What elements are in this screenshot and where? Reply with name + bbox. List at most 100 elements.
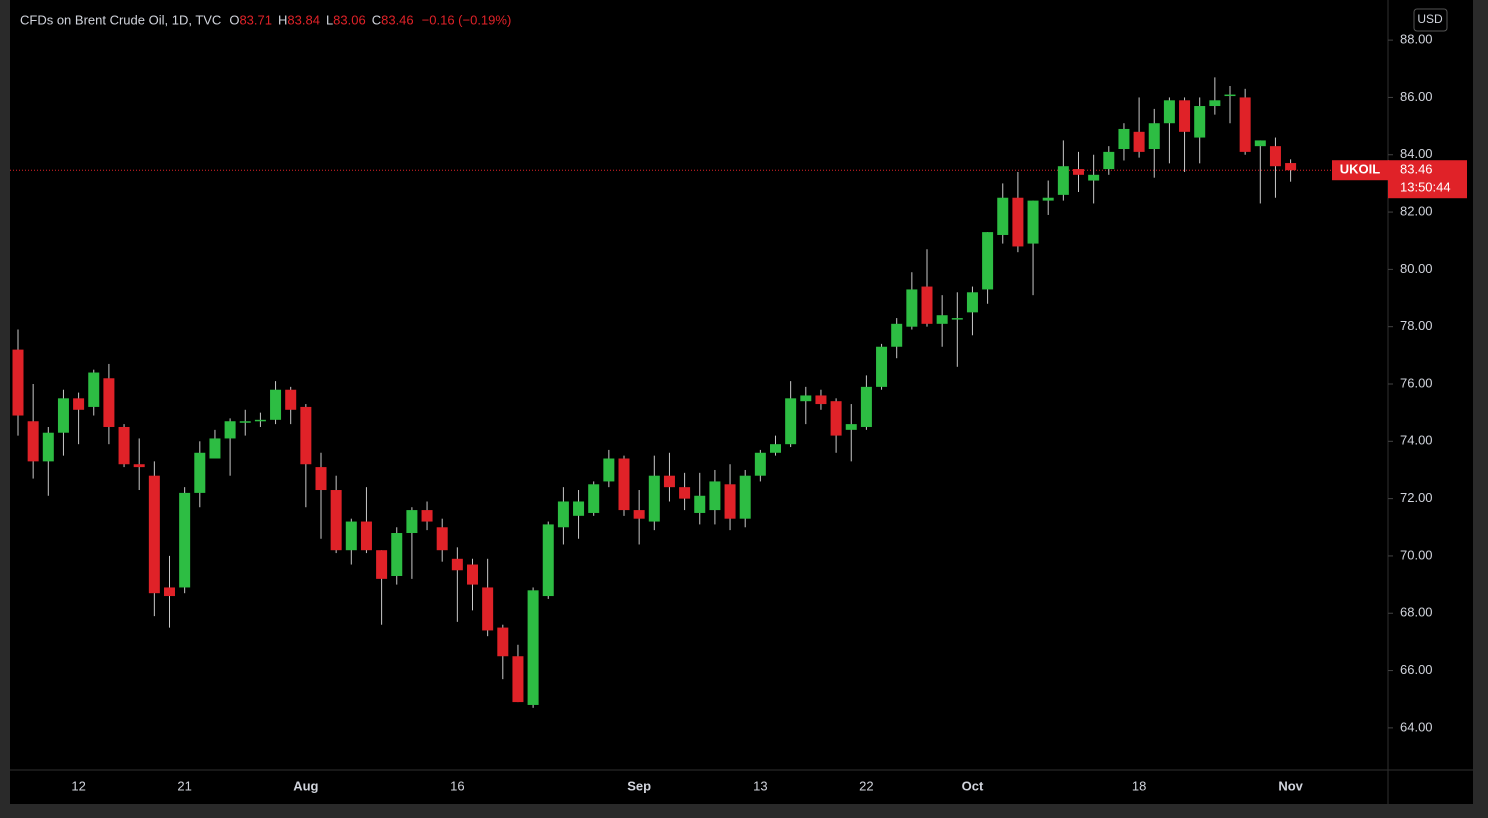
candle-body: [512, 656, 524, 703]
ohlc-value: 83.46: [381, 12, 414, 27]
candle-body: [482, 587, 494, 631]
candle-body: [603, 458, 615, 482]
candle-body: [300, 406, 312, 465]
currency-box: [1413, 8, 1448, 32]
x-tick-label: 22: [859, 778, 873, 793]
candle-body: [376, 550, 388, 579]
candle-body: [770, 444, 781, 453]
candle-body: [270, 389, 282, 420]
symbol-tag: [1332, 160, 1389, 181]
candle-body: [133, 464, 145, 468]
y-tick-label: 88.00: [1400, 32, 1433, 47]
y-tick-label: 82.00: [1400, 203, 1433, 218]
candle-body: [285, 389, 297, 410]
candle-body: [966, 292, 978, 313]
candle-body: [1027, 200, 1039, 244]
candle-body: [845, 424, 857, 430]
candle-body: [936, 315, 948, 324]
countdown: 13:50:44: [1400, 180, 1451, 195]
candle-body: [103, 378, 115, 427]
candle-body: [1179, 100, 1191, 132]
candle-body: [209, 438, 221, 459]
candle-body: [709, 481, 721, 511]
candle-body: [982, 232, 994, 290]
ohlc-label: O: [229, 12, 239, 27]
candle-body: [997, 197, 1009, 235]
candle-body: [1209, 100, 1221, 107]
candle-body: [164, 587, 175, 597]
y-tick-label: 70.00: [1400, 547, 1433, 562]
candle-body: [618, 458, 630, 511]
chart-title: CFDs on Brent Crude Oil, 1D, TVC: [20, 12, 221, 27]
candle-body: [406, 510, 418, 534]
x-tick-label: 16: [450, 778, 464, 793]
candle-body: [906, 289, 918, 327]
candle-body: [1269, 146, 1281, 167]
candle-body: [1133, 131, 1145, 152]
last-price-label: 83.46: [1400, 162, 1433, 177]
candle-body: [542, 524, 554, 597]
candle-body: [88, 372, 100, 407]
candle-body: [436, 527, 448, 551]
y-tick-label: 68.00: [1400, 605, 1433, 620]
candle-body: [573, 501, 585, 516]
candle-body: [830, 401, 842, 436]
y-tick-label: 86.00: [1400, 89, 1433, 104]
y-tick-label: 66.00: [1400, 662, 1433, 677]
ohlc-value: 83.71: [239, 12, 272, 27]
y-tick-label: 64.00: [1400, 719, 1433, 734]
candle-body: [27, 421, 39, 462]
y-tick-label: 80.00: [1400, 261, 1433, 276]
candle-body: [360, 521, 372, 551]
candle-body: [1118, 128, 1130, 150]
candle-body: [588, 484, 600, 513]
candle-body: [224, 421, 236, 439]
candle-body: [1224, 94, 1236, 97]
ohlc-label: H: [278, 12, 287, 27]
candle-body: [663, 475, 675, 488]
ohlc-value: 83.06: [333, 12, 366, 27]
candle-body: [951, 318, 963, 320]
candle-body: [57, 398, 69, 433]
price-tag: [1388, 160, 1467, 199]
candle-body: [451, 558, 463, 571]
candle-body: [1254, 140, 1266, 147]
candle-body: [527, 590, 539, 705]
candle-body: [648, 475, 660, 522]
candle-body: [1103, 151, 1115, 170]
candle-body: [800, 395, 812, 402]
candle-body: [148, 475, 160, 594]
candle-body: [1012, 197, 1024, 247]
candle-body: [118, 426, 130, 465]
ohlc-label: L: [326, 12, 333, 27]
candle-body: [633, 510, 645, 519]
candle-body: [1239, 97, 1251, 152]
candle-body: [345, 521, 357, 551]
candle-body: [1148, 123, 1160, 150]
y-tick-label: 74.00: [1400, 433, 1433, 448]
candle-body: [891, 323, 903, 347]
y-tick-label: 72.00: [1400, 490, 1433, 505]
candle-body: [1285, 163, 1297, 171]
x-tick-label: Aug: [293, 778, 318, 793]
currency: USD: [1417, 12, 1443, 26]
candle-body: [860, 386, 872, 427]
candle-body: [1194, 106, 1206, 138]
candle-body: [1088, 174, 1100, 181]
x-tick-label: 21: [177, 778, 191, 793]
candle-body: [1163, 100, 1175, 124]
x-tick-label: Nov: [1278, 778, 1303, 793]
candle-body: [754, 452, 766, 476]
candle-body: [12, 349, 24, 416]
x-tick-label: Oct: [962, 778, 984, 793]
candle-body: [179, 492, 191, 588]
y-tick-label: 78.00: [1400, 318, 1433, 333]
candle-body: [254, 419, 266, 422]
candle-body: [739, 475, 751, 519]
legend-header: CFDs on Brent Crude Oil, 1D, TVC O 83.71 H…: [20, 12, 511, 27]
ohlc-change: −0.16 (−0.19%): [422, 12, 512, 27]
candle-body: [724, 484, 736, 519]
candle-body: [557, 501, 569, 528]
candle-body: [679, 487, 691, 499]
